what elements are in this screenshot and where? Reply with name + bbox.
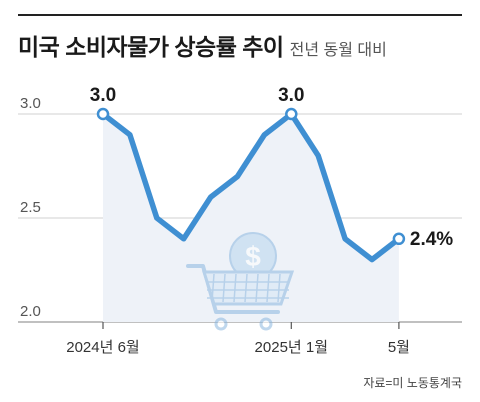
data-label: 2.4%: [410, 229, 453, 250]
y-tick-label: 2.0: [20, 303, 41, 320]
series-line-path: [100, 111, 402, 263]
cart-dollar-icon: $: [186, 232, 295, 331]
area-shape: [103, 114, 399, 322]
series-line: [100, 111, 402, 263]
x-tick-label: 2024년 6월: [66, 339, 139, 356]
chart-subtitle: 전년 동월 대비: [289, 42, 387, 59]
chart-title: 미국 소비자물가 상승률 추이 전년 동월 대비: [18, 28, 387, 62]
y-tick-label: 2.5: [20, 199, 41, 216]
x-tick-label: 2025년 1월: [255, 339, 328, 356]
data-labels: 3.0 3.0 2.4%: [90, 85, 454, 250]
y-tick-label: 3.0: [20, 95, 41, 112]
cart-wheel: [214, 317, 228, 331]
chart-title-text: 미국 소비자물가 상승률 추이: [18, 34, 284, 60]
data-points: [96, 107, 406, 246]
top-rule: [18, 14, 462, 16]
x-axis: 2024년 6월 2025년 1월 5월: [66, 322, 410, 356]
data-label: 3.0: [278, 85, 304, 106]
cart-wheel: [259, 317, 273, 331]
dollar-glyph: $: [245, 241, 261, 272]
data-point: [96, 107, 110, 121]
data-point: [392, 232, 406, 246]
data-point: [285, 107, 298, 121]
area-fill: [103, 114, 399, 322]
y-tick-labels: 3.0 2.5 2.0: [20, 95, 41, 320]
source-note: 자료=미 노동통계국: [363, 376, 462, 390]
x-tick-label: 5월: [388, 339, 410, 356]
data-label: 3.0: [90, 85, 116, 106]
cart-basket: [201, 270, 295, 306]
